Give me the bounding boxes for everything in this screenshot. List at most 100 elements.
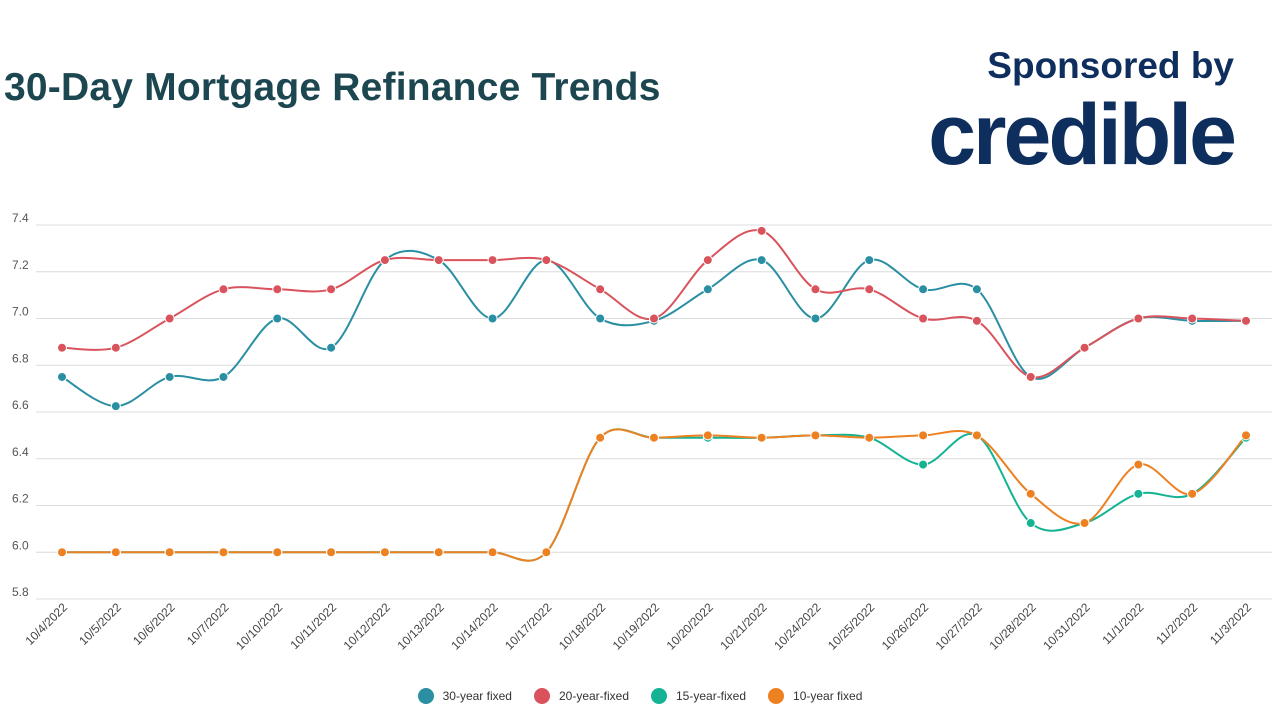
data-point — [379, 547, 390, 558]
x-tick-label: 10/28/2022 — [986, 600, 1039, 653]
data-point — [487, 313, 498, 324]
x-tick-label: 10/12/2022 — [341, 600, 394, 653]
x-tick-label: 10/19/2022 — [610, 600, 663, 653]
x-tick-label: 10/26/2022 — [879, 600, 932, 653]
x-tick-label: 10/7/2022 — [184, 600, 232, 648]
legend-label: 20-year-fixed — [558, 689, 629, 703]
legend-item: 20-year-fixed — [533, 688, 629, 704]
data-point — [1133, 488, 1144, 499]
data-point — [487, 547, 498, 558]
legend-swatch — [533, 688, 550, 704]
x-tick-label: 10/31/2022 — [1040, 600, 1093, 653]
legend-label: 10-year fixed — [793, 689, 863, 703]
chart-title: 30-Day Mortgage Refinance Trends — [4, 66, 661, 109]
y-tick-label: 7.0 — [12, 305, 29, 319]
y-tick-label: 7.4 — [12, 211, 29, 225]
legend-swatch — [651, 688, 667, 704]
data-point — [1241, 430, 1251, 441]
data-point — [702, 430, 713, 441]
x-tick-label: 10/27/2022 — [933, 600, 986, 653]
data-point — [110, 342, 121, 353]
data-point — [541, 547, 552, 558]
data-point — [110, 547, 121, 558]
legend-item: 15-year-fixed — [651, 688, 746, 704]
y-tick-label: 6.8 — [12, 351, 29, 365]
data-point — [326, 284, 337, 295]
data-point — [218, 547, 229, 558]
data-point — [810, 430, 821, 441]
data-point — [810, 284, 821, 295]
x-tick-label: 10/21/2022 — [717, 600, 770, 653]
chart-legend: 30-year fixed 20-year-fixed 15-year-fixed 1… — [0, 688, 1280, 704]
data-point — [1079, 518, 1090, 529]
data-point — [702, 255, 713, 266]
data-point — [1133, 313, 1144, 324]
x-tick-label: 10/17/2022 — [502, 600, 555, 653]
data-point — [541, 255, 552, 266]
data-point — [272, 547, 283, 558]
data-point — [756, 255, 767, 266]
data-point — [864, 432, 875, 443]
y-tick-label: 7.2 — [12, 258, 29, 272]
data-point — [918, 430, 929, 441]
legend-swatch — [768, 688, 785, 704]
data-point — [326, 342, 337, 353]
data-point — [1241, 315, 1251, 326]
data-point — [971, 315, 982, 326]
data-point — [164, 313, 175, 324]
data-point — [1025, 518, 1036, 529]
y-tick-label: 6.6 — [12, 398, 29, 412]
data-point — [702, 284, 713, 295]
data-point — [971, 284, 982, 295]
legend-swatch — [417, 688, 434, 704]
credible-logo: credible — [928, 87, 1237, 183]
x-tick-label: 10/10/2022 — [233, 600, 286, 653]
data-point — [1025, 371, 1036, 382]
x-tick-label: 10/5/2022 — [76, 600, 124, 648]
x-tick-label: 11/1/2022 — [1099, 600, 1146, 647]
y-tick-label: 6.2 — [12, 492, 29, 506]
data-point — [918, 284, 929, 295]
data-point — [487, 255, 498, 266]
data-point — [1079, 342, 1090, 353]
data-point — [649, 432, 659, 443]
x-tick-label: 10/14/2022 — [448, 600, 501, 653]
data-point — [379, 255, 390, 266]
sponsor-label: Sponsored by — [987, 45, 1234, 86]
x-tick-label: 10/11/2022 — [287, 600, 339, 652]
data-point — [595, 432, 606, 443]
data-point — [57, 547, 67, 558]
series-line-15-year-fixed — [61, 428, 1247, 562]
data-point — [1187, 313, 1198, 324]
data-point — [433, 255, 444, 266]
sponsor-block: Sponsored by credible — [928, 44, 1237, 183]
x-tick-label: 10/18/2022 — [556, 600, 609, 653]
data-point — [595, 313, 606, 324]
data-point — [918, 313, 929, 324]
legend-label: 30-year fixed — [442, 689, 512, 703]
data-point — [110, 401, 121, 412]
y-tick-label: 6.0 — [12, 538, 29, 552]
x-tick-label: 11/3/2022 — [1207, 600, 1254, 647]
series-line-20-year-fixed — [61, 229, 1247, 379]
data-point — [1187, 488, 1198, 499]
data-point — [810, 313, 821, 324]
data-point — [433, 547, 444, 558]
data-point — [1133, 459, 1144, 470]
data-point — [57, 342, 67, 353]
x-tick-label: 11/2/2022 — [1153, 600, 1200, 647]
x-tick-label: 10/4/2022 — [22, 600, 70, 648]
x-tick-label: 10/20/2022 — [664, 600, 717, 653]
y-tick-label: 6.4 — [12, 445, 29, 459]
y-tick-label: 5.8 — [12, 585, 29, 599]
data-point — [864, 284, 875, 295]
data-point — [756, 432, 767, 443]
data-point — [272, 284, 283, 295]
series-line-10-year-fixed — [61, 428, 1247, 562]
data-point — [272, 313, 283, 324]
data-point — [649, 313, 659, 324]
legend-label: 15-year-fixed — [676, 689, 747, 703]
data-point — [595, 284, 606, 295]
x-tick-label: 10/25/2022 — [825, 600, 878, 653]
